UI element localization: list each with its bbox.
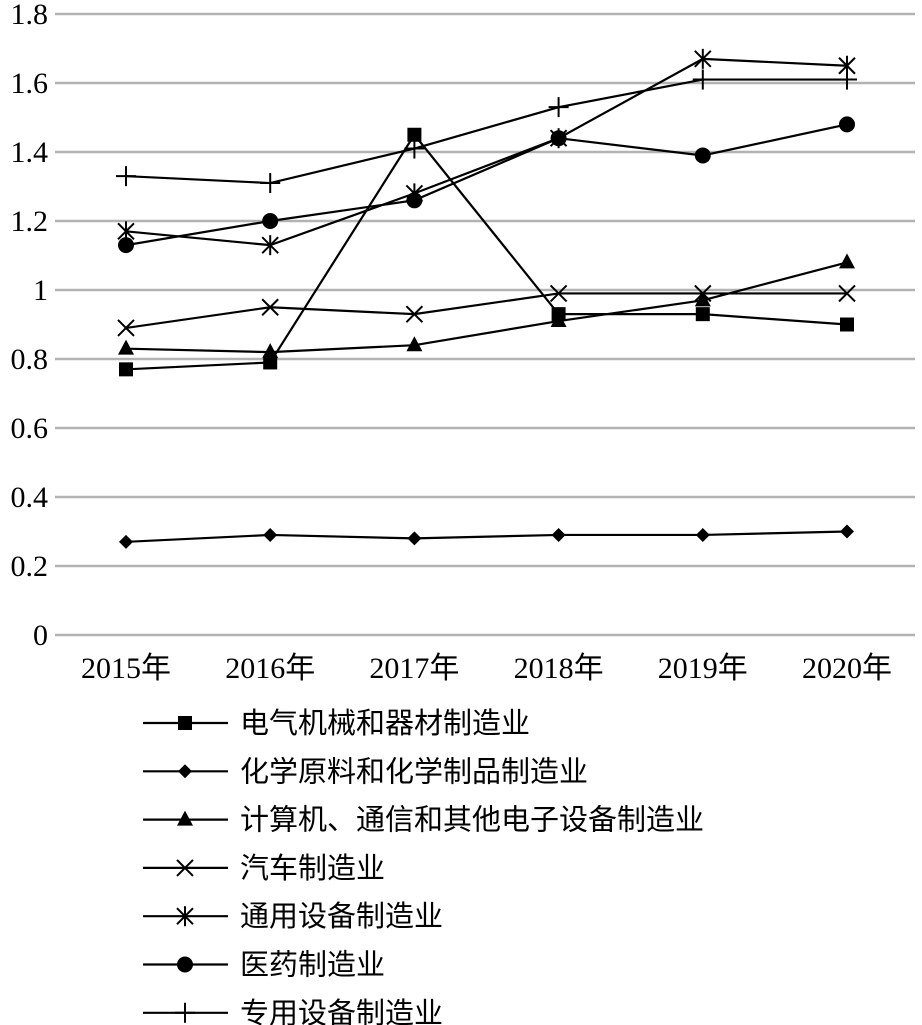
data-point — [263, 527, 278, 542]
data-point — [263, 355, 278, 370]
data-point — [116, 166, 136, 187]
series-diamond — [119, 524, 854, 549]
x-tick-label: 2020年 — [802, 652, 892, 685]
data-point — [406, 336, 423, 352]
data-point — [840, 317, 854, 332]
legend-label: 电气机械和器材制造业 — [240, 706, 530, 740]
data-point — [262, 343, 279, 359]
data-point — [405, 305, 424, 323]
data-point — [262, 213, 279, 229]
square-marker — [178, 716, 192, 730]
data-point — [694, 147, 711, 164]
data-point — [695, 527, 710, 542]
data-point — [118, 237, 134, 254]
series-square — [119, 127, 854, 377]
data-point — [119, 362, 133, 377]
data-point — [550, 130, 567, 147]
y-tick-label: 0.8 — [11, 343, 49, 376]
series-line — [125, 261, 848, 354]
x-tick-label: 2017年 — [369, 652, 459, 685]
data-point — [695, 307, 710, 322]
series-circle — [118, 116, 855, 254]
plus-marker — [175, 1002, 195, 1023]
series-x — [117, 284, 856, 337]
x-marker — [176, 859, 194, 877]
data-point — [260, 173, 281, 194]
legend-entry: 化学原料和化学制品制造业 — [143, 754, 588, 788]
legend-entry: 汽车制造业 — [143, 851, 385, 885]
y-tick-label: 1 — [33, 274, 48, 307]
data-point — [261, 298, 279, 316]
data-point — [549, 284, 568, 303]
y-tick-label: 0 — [33, 619, 48, 652]
series-line — [125, 78, 847, 185]
data-point — [404, 138, 425, 159]
series-lines — [116, 48, 857, 549]
x-tick-label: 2016年 — [225, 652, 315, 685]
legend-entry: 通用设备制造业 — [143, 899, 443, 933]
legend-entry: 专用设备制造业 — [143, 996, 443, 1025]
data-point — [694, 291, 711, 307]
series-line — [125, 123, 848, 247]
y-tick-label: 1.6 — [11, 67, 49, 100]
y-tick-label: 0.2 — [11, 550, 49, 583]
data-point — [840, 524, 854, 539]
circle-marker — [177, 956, 193, 973]
diamond-marker — [178, 764, 192, 779]
legend-entry: 计算机、通信和其他电子设备制造业 — [143, 803, 704, 837]
gridlines — [55, 12, 915, 637]
x-tick-label: 2015年 — [81, 652, 171, 685]
data-point — [117, 319, 135, 337]
data-point — [407, 531, 422, 546]
series-line — [125, 292, 847, 330]
y-axis-tick-labels: 0 0.2 0.4 0.6 0.8 1 1.2 1.4 1.6 1.8 — [11, 0, 49, 652]
triangle-marker — [177, 810, 193, 826]
data-point — [692, 69, 713, 90]
asterisk-marker — [176, 906, 194, 927]
y-tick-label: 1.8 — [11, 0, 49, 31]
data-point — [406, 192, 423, 209]
data-point — [118, 339, 134, 355]
y-tick-label: 1.2 — [11, 205, 49, 238]
data-point — [837, 69, 857, 90]
data-point — [694, 48, 712, 69]
data-point — [119, 534, 133, 549]
data-point — [694, 284, 712, 303]
data-point — [551, 527, 566, 542]
y-tick-label: 1.4 — [11, 136, 49, 169]
series-line — [125, 530, 848, 543]
x-axis-tick-labels: 2015年 2016年 2017年 2018年 2019年 2020年 — [81, 652, 892, 685]
y-tick-label: 0.4 — [11, 481, 49, 514]
legend: 电气机械和器材制造业化学原料和化学制品制造业计算机、通信和其他电子设备制造业汽车… — [143, 706, 704, 1025]
legend-label: 计算机、通信和其他电子设备制造业 — [240, 803, 704, 837]
data-point — [407, 127, 422, 142]
series-triangle — [118, 253, 855, 359]
x-tick-label: 2019年 — [658, 652, 748, 685]
legend-label: 专用设备制造业 — [240, 996, 443, 1025]
legend-label: 化学原料和化学制品制造业 — [240, 754, 588, 788]
legend-entry: 医药制造业 — [143, 948, 385, 982]
data-point — [839, 116, 855, 133]
legend-label: 医药制造业 — [240, 948, 385, 982]
series-plus — [116, 69, 857, 194]
legend-entry: 电气机械和器材制造业 — [143, 706, 530, 740]
data-point — [548, 97, 569, 118]
series-line — [125, 57, 848, 247]
series-line — [125, 132, 848, 371]
legend-label: 汽车制造业 — [240, 851, 385, 885]
y-tick-label: 0.6 — [11, 412, 49, 445]
legend-label: 通用设备制造业 — [240, 899, 443, 933]
x-tick-label: 2018年 — [514, 652, 604, 685]
data-point — [550, 312, 567, 328]
data-point — [838, 284, 856, 303]
data-point — [839, 253, 855, 269]
data-point — [261, 235, 279, 256]
